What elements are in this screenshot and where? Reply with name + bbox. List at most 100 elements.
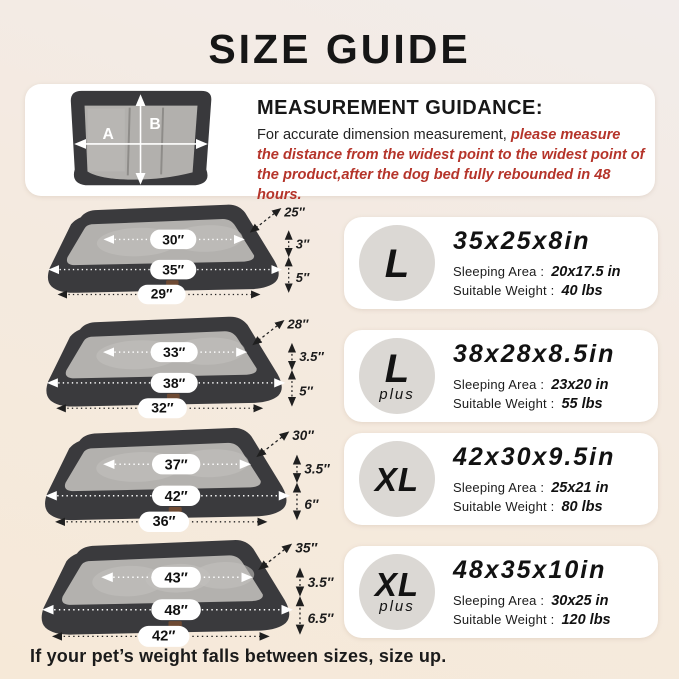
depth-arrow: [249, 207, 282, 233]
suitable-weight-label: Suitable Weight :: [453, 499, 555, 514]
label-a: A: [102, 126, 113, 143]
bed-illustration-l-plus: 33″ 38″ 32″ 28″ 3.5″ 5″: [46, 317, 324, 419]
size-dimensions: 42x30x9.5in: [453, 443, 616, 471]
dim-pill: [137, 625, 190, 647]
size-card-info: 38x28x8.5in Sleeping Area : 23x20 in Sui…: [453, 340, 615, 412]
suitable-weight-value: 120 lbs: [561, 612, 611, 628]
sleeping-area-line: Sleeping Area : 20x17.5 in: [453, 264, 621, 280]
size-badge-xl: XL: [359, 441, 435, 517]
wall-height-label: 3.5″: [308, 574, 335, 590]
sleeping-area-value: 30x25 in: [551, 593, 609, 609]
suitable-weight-line: Suitable Weight : 80 lbs: [453, 499, 615, 515]
sleeping-area-line: Sleeping Area : 25x21 in: [453, 480, 615, 496]
dim-pill: [151, 599, 201, 621]
suitable-weight-line: Suitable Weight : 40 lbs: [453, 283, 621, 299]
sleeping-area-value: 23x20 in: [551, 377, 609, 393]
footer-note: If your pet’s weight falls between sizes…: [30, 646, 447, 666]
dim-pill: [137, 284, 186, 305]
size-badge-label: XL: [374, 461, 420, 499]
dim-pill: [151, 453, 201, 475]
sleeping-area-label: Sleeping Area :: [453, 480, 545, 495]
inner-width-label: 33″: [163, 344, 186, 360]
base-height-label: 6.5″: [308, 610, 335, 626]
guidance-emphasis: please measure the distance from the wid…: [257, 127, 645, 203]
size-card-l-plus: L plus 38x28x8.5in Sleeping Area : 23x20…: [344, 330, 658, 422]
dim-pill: [150, 342, 198, 363]
size-dimensions: 35x25x8in: [453, 227, 591, 255]
guidance-heading: MEASUREMENT GUIDANCE:: [257, 97, 544, 119]
inner-width-label: 37″: [165, 457, 188, 473]
size-dimensions: 38x28x8.5in: [453, 340, 616, 368]
suitable-weight-line: Suitable Weight : 120 lbs: [453, 612, 611, 628]
depth-arrow: [258, 543, 293, 571]
page-title: SIZE GUIDE: [208, 26, 471, 72]
dim-pill: [138, 511, 190, 533]
size-badge-l: L: [359, 225, 435, 301]
base-height-label: 5″: [299, 384, 313, 399]
wall-height-label: 3.5″: [299, 349, 324, 364]
dim-pill: [150, 372, 198, 393]
size-card-xl-plus: XL plus 48x35x10in Sleeping Area : 30x25…: [344, 546, 658, 638]
depth-label: 35″: [295, 540, 318, 556]
size-badge-suffix: plus: [379, 385, 415, 403]
depth-label: 30″: [292, 428, 314, 443]
suitable-weight-value: 55 lbs: [561, 396, 603, 412]
guidance-paragraph: For accurate dimension measurement, plea…: [257, 126, 645, 205]
inner-width-label: 30″: [162, 232, 184, 247]
guidance-intro: For accurate dimension measurement,: [257, 127, 511, 143]
bed-illustration-l: 30″ 35″ 29″ 25″ 3″ 5″: [47, 204, 310, 305]
base-width-label: 29″: [151, 286, 173, 301]
size-badge-label: L: [384, 242, 410, 286]
outer-width-label: 42″: [165, 489, 188, 505]
depth-label: 25″: [283, 204, 305, 219]
size-dimensions: 48x35x10in: [453, 556, 607, 584]
suitable-weight-label: Suitable Weight :: [453, 612, 555, 627]
dim-pill: [151, 566, 201, 588]
dim-pill: [150, 259, 197, 280]
size-badge-xl-plus: XL plus: [359, 554, 435, 630]
wall-height-label: 3.5″: [304, 461, 330, 476]
size-badge-label: XL: [374, 565, 420, 603]
size-badge-suffix: plus: [379, 598, 415, 616]
sleeping-area-label: Sleeping Area :: [453, 264, 545, 279]
dim-pill: [150, 229, 197, 250]
outer-width-label: 48″: [164, 603, 188, 619]
base-height-label: 5″: [296, 270, 310, 285]
depth-arrow: [256, 431, 290, 458]
size-card-l: L 35x25x8in Sleeping Area : 20x17.5 in S…: [344, 217, 658, 309]
base-width-label: 36″: [153, 514, 176, 530]
bed-top-view-illustration: A B: [70, 90, 212, 186]
sleeping-area-label: Sleeping Area :: [453, 377, 545, 392]
wall-height-label: 3″: [296, 236, 310, 251]
measurement-guidance-card: A B MEASUREMENT GUIDANCE: For accurate d…: [25, 84, 655, 203]
size-card-info: 42x30x9.5in Sleeping Area : 25x21 in Sui…: [453, 443, 615, 515]
outer-width-label: 35″: [162, 262, 184, 277]
sleeping-area-value: 25x21 in: [551, 480, 609, 496]
size-badge-label: L: [384, 346, 410, 391]
suitable-weight-line: Suitable Weight : 55 lbs: [453, 396, 615, 412]
outer-width-label: 38″: [163, 375, 186, 391]
size-card-info: 35x25x8in Sleeping Area : 20x17.5 in Sui…: [453, 227, 621, 299]
bed-illustration-xl: 37″ 42″ 36″ 30″ 3.5″ 6″: [45, 427, 330, 533]
dim-pill: [151, 485, 201, 507]
inner-width-label: 43″: [164, 571, 188, 587]
base-width-label: 32″: [151, 399, 174, 415]
sleeping-area-label: Sleeping Area :: [453, 593, 545, 608]
suitable-weight-value: 80 lbs: [561, 499, 603, 515]
size-badge-l-plus: L plus: [359, 338, 435, 414]
sleeping-area-line: Sleeping Area : 23x20 in: [453, 377, 615, 393]
suitable-weight-value: 40 lbs: [561, 283, 603, 299]
depth-label: 28″: [286, 317, 309, 332]
dim-pill: [137, 398, 187, 419]
label-b: B: [149, 116, 160, 133]
size-card-xl: XL 42x30x9.5in Sleeping Area : 25x21 in …: [344, 433, 658, 525]
base-width-label: 42″: [152, 629, 176, 645]
suitable-weight-label: Suitable Weight :: [453, 283, 555, 298]
suitable-weight-label: Suitable Weight :: [453, 396, 555, 411]
sleeping-area-value: 20x17.5 in: [551, 264, 621, 280]
size-card-info: 48x35x10in Sleeping Area : 30x25 in Suit…: [453, 556, 611, 628]
sleeping-area-line: Sleeping Area : 30x25 in: [453, 593, 611, 609]
guidance-text-block: MEASUREMENT GUIDANCE: For accurate dimen…: [257, 97, 645, 205]
depth-arrow: [252, 320, 285, 346]
